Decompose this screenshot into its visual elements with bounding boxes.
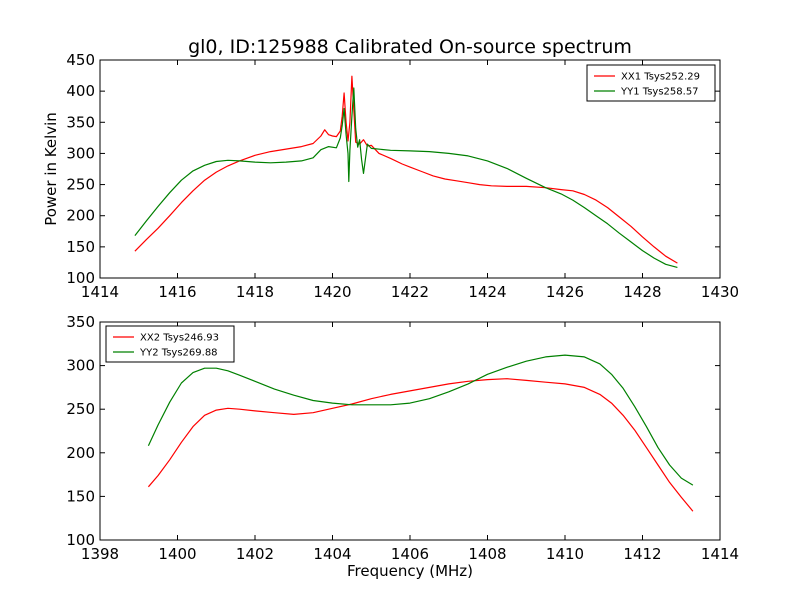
legend-label-1: XX2 Tsys246.93	[140, 333, 219, 344]
legend: XX1 Tsys252.29 YY1 Tsys258.57	[586, 64, 716, 102]
y-tick-label: 250	[66, 400, 95, 418]
x-tick-label: 1402	[236, 545, 274, 563]
y-tick-label: 400	[66, 82, 95, 100]
y-tick-label: 350	[66, 113, 95, 131]
series-line-1	[147, 378, 694, 512]
y-tick-label: 150	[66, 238, 95, 256]
legend-label-1: XX1 Tsys252.29	[621, 72, 700, 83]
y-tick-label: 450	[66, 51, 95, 69]
legend-label-2: YY2 Tsys269.88	[139, 348, 218, 359]
x-tick-label: 1414	[701, 545, 739, 563]
x-tick-label: 1424	[468, 283, 506, 301]
x-tick-label: 1408	[468, 545, 506, 563]
x-tick-label: 1426	[546, 283, 584, 301]
y-axis-label: Power in Kelvin	[42, 112, 60, 226]
series-line-1	[134, 75, 678, 264]
series-line-2	[134, 87, 678, 268]
x-tick-label: 1404	[313, 545, 351, 563]
x-tick-label: 1400	[158, 545, 196, 563]
y-tick-label: 300	[66, 357, 95, 375]
y-tick-label: 100	[66, 531, 95, 549]
figure-title: gl0, ID:125988 Calibrated On-source spec…	[188, 36, 632, 58]
x-tick-label: 1416	[158, 283, 196, 301]
x-tick-label: 1398	[81, 545, 119, 563]
y-tick-label: 200	[66, 207, 95, 225]
y-tick-label: 150	[66, 487, 95, 505]
series-line-2	[147, 354, 694, 486]
x-tick-label: 1420	[313, 283, 351, 301]
x-tick-label: 1418	[236, 283, 274, 301]
legend-box	[105, 325, 235, 363]
y-tick-label: 250	[66, 176, 95, 194]
y-tick-label: 300	[66, 144, 95, 162]
y-tick-label: 200	[66, 444, 95, 462]
legend-label-2: YY1 Tsys258.57	[620, 87, 699, 98]
x-tick-label: 1428	[623, 283, 661, 301]
x-tick-label: 1410	[546, 545, 584, 563]
y-tick-label: 350	[66, 313, 95, 331]
x-tick-label: 1422	[391, 283, 429, 301]
x-tick-label: 1430	[701, 283, 739, 301]
x-tick-label: 1406	[391, 545, 429, 563]
top-spectrum-plot: 1414 1416 1418 1420 1422 1424 1426 1428 1430 100 1…	[42, 51, 739, 301]
legend-box	[586, 64, 716, 102]
legend: XX2 Tsys246.93 YY2 Tsys269.88	[105, 325, 235, 363]
x-tick-label: 1414	[81, 283, 119, 301]
bottom-spectrum-plot: 1398 1400 1402 1404 1406 1408 1410 1412 1414 100 1…	[66, 313, 739, 563]
y-tick-label: 100	[66, 269, 95, 287]
x-tick-label: 1412	[623, 545, 661, 563]
x-axis-label: Frequency (MHz)	[347, 562, 473, 580]
